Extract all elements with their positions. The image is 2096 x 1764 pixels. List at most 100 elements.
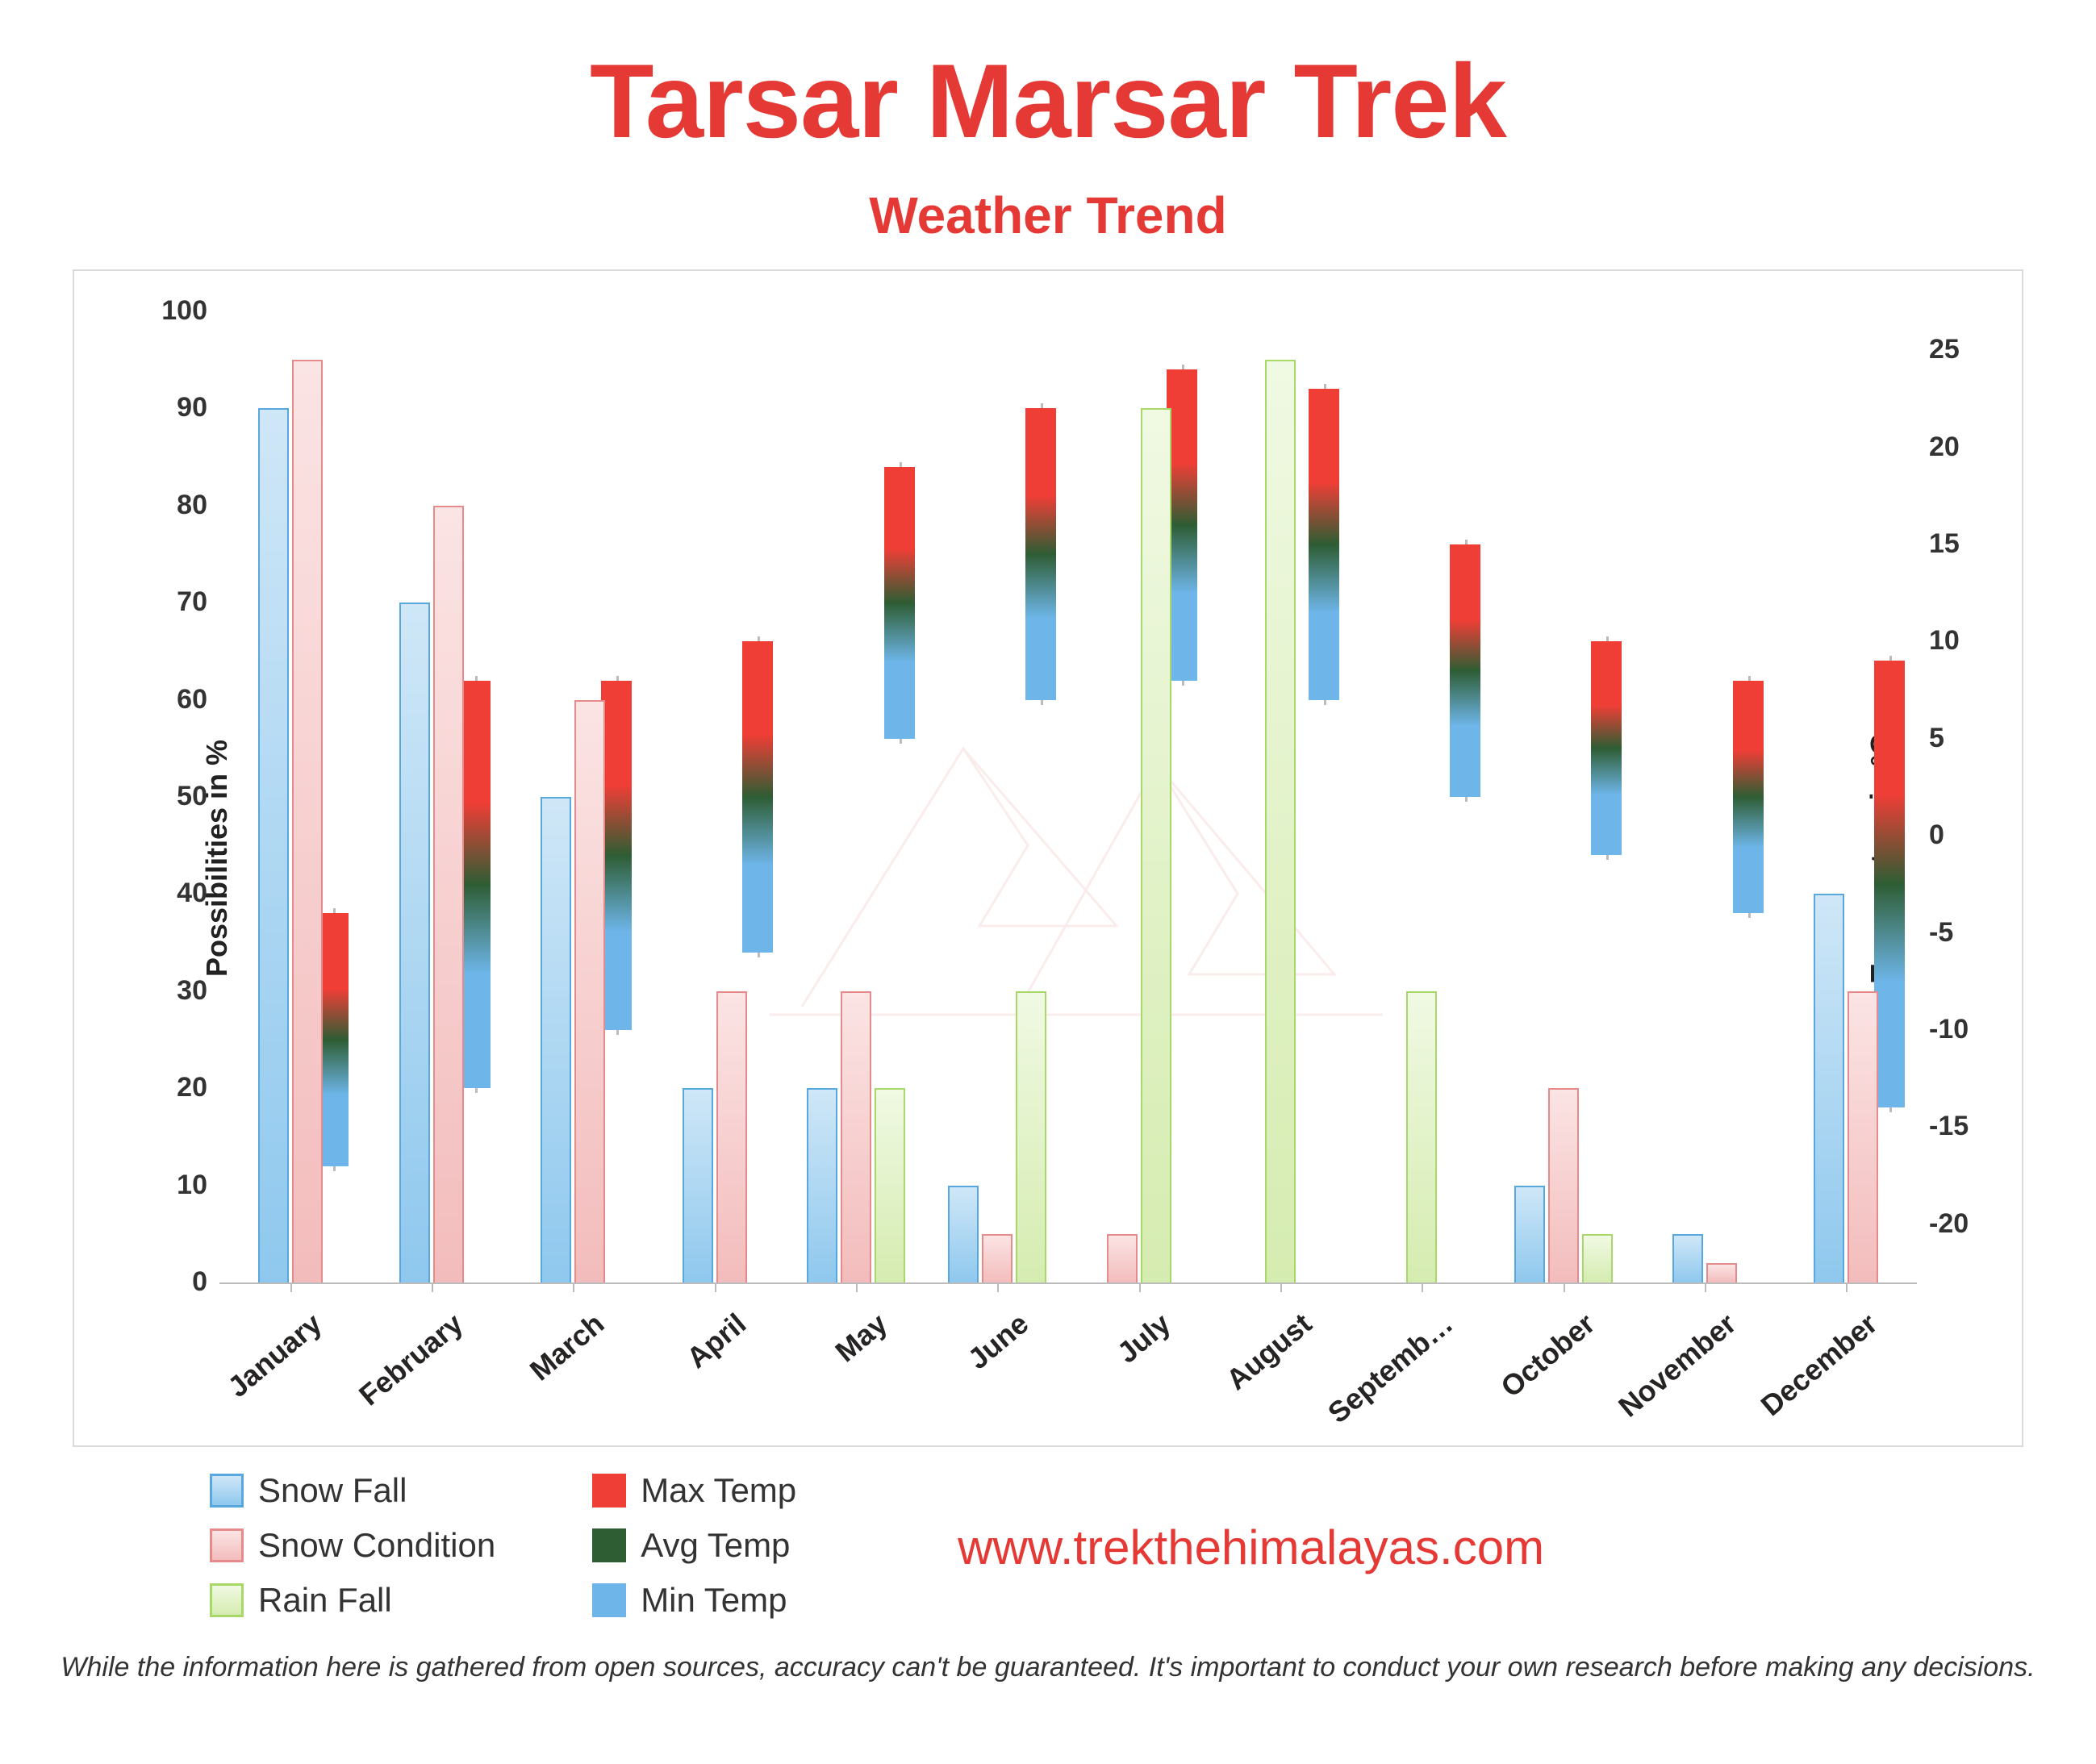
legend-item-snowfall: Snow Fall [210, 1471, 495, 1510]
y-tick-left: 0 [151, 1266, 207, 1298]
y-tick-right: -10 [1929, 1014, 1985, 1045]
legend-item-avg: Avg Temp [592, 1526, 796, 1565]
month-label: June [878, 1307, 1036, 1447]
month-label: November [1585, 1307, 1743, 1447]
legend-item-rainfall: Rain Fall [210, 1581, 495, 1620]
month-group [1351, 991, 1493, 1282]
month-group [927, 991, 1068, 1282]
snowcond-bar [292, 360, 323, 1282]
y-tick-left: 90 [151, 392, 207, 423]
x-tick [856, 1282, 858, 1292]
snowcond-bar [433, 506, 464, 1282]
legend-swatch [592, 1474, 626, 1508]
month-group [503, 700, 644, 1282]
y-tick-left: 100 [151, 295, 207, 327]
month-label: March [453, 1307, 612, 1447]
website-url: www.trekthehimalayas.com [958, 1520, 1544, 1575]
legend-label: Max Temp [641, 1471, 796, 1510]
chart-container: Possibilities in % Temperature in °C 010… [73, 269, 2023, 1447]
y-tick-right: 15 [1929, 528, 1985, 560]
snowfall-bar [1514, 1186, 1545, 1282]
month-label: January [170, 1307, 328, 1447]
legend-label: Snow Condition [258, 1526, 495, 1565]
y-tick-right: -20 [1929, 1208, 1985, 1240]
rainfall-bar [1582, 1234, 1613, 1282]
rainfall-bar [1141, 408, 1171, 1282]
snowfall-bar [541, 797, 571, 1282]
temperature-range-bar [1591, 641, 1622, 855]
y-tick-right: 10 [1929, 625, 1985, 657]
snowfall-bar [1672, 1234, 1703, 1282]
snowcond-bar [1548, 1088, 1579, 1282]
legend-item-snowcond: Snow Condition [210, 1526, 495, 1565]
temperature-range-bar [1025, 408, 1056, 699]
legend-swatch [210, 1528, 244, 1562]
x-tick [1422, 1282, 1423, 1292]
temperature-range-bar [1450, 544, 1480, 797]
y-tick-left: 40 [151, 878, 207, 909]
month-label: February [311, 1307, 470, 1447]
legend-item-min: Min Temp [592, 1581, 796, 1620]
legend-swatch [210, 1583, 244, 1617]
rainfall-bar [1406, 991, 1437, 1282]
snowfall-bar [807, 1088, 837, 1282]
x-tick [1139, 1282, 1141, 1292]
temperature-range-bar [884, 467, 915, 739]
month-group [219, 360, 361, 1282]
month-group [1493, 1088, 1634, 1282]
page-subtitle: Weather Trend [32, 186, 2064, 245]
y-tick-right: 20 [1929, 432, 1985, 463]
y-tick-right: 5 [1929, 723, 1985, 754]
snowcond-bar [1107, 1234, 1138, 1282]
disclaimer-text: While the information here is gathered f… [32, 1652, 2064, 1683]
legend-label: Avg Temp [641, 1526, 790, 1565]
page-title: Tarsar Marsar Trek [32, 40, 2064, 161]
month-label: Septemb… [1302, 1307, 1460, 1447]
snowcond-bar [841, 991, 871, 1282]
legend-label: Snow Fall [258, 1471, 407, 1510]
month-group [361, 506, 502, 1282]
temperature-range-bar [742, 641, 773, 952]
y-tick-right: 25 [1929, 334, 1985, 365]
y-tick-left: 60 [151, 684, 207, 715]
y-tick-right: -5 [1929, 917, 1985, 949]
snowcond-bar [1706, 1263, 1737, 1282]
legend-label: Rain Fall [258, 1581, 392, 1620]
x-tick [573, 1282, 574, 1292]
snowfall-bar [399, 603, 430, 1282]
y-tick-left: 10 [151, 1170, 207, 1201]
month-group [644, 991, 785, 1282]
x-tick [1564, 1282, 1565, 1292]
snowfall-bar [258, 408, 289, 1282]
snowcond-bar [574, 700, 605, 1282]
y-tick-left: 80 [151, 490, 207, 521]
month-label: April [595, 1307, 753, 1447]
x-tick [290, 1282, 292, 1292]
x-tick [715, 1282, 716, 1292]
y-tick-right: -15 [1929, 1111, 1985, 1142]
month-group [1634, 1234, 1775, 1282]
plot-area: 0102030405060708090100-20-15-10-50510152… [219, 311, 1917, 1284]
month-group [1209, 360, 1351, 1282]
temperature-range-bar [1733, 681, 1764, 914]
legend-column-temps: Max Temp Avg Temp Min Temp [592, 1471, 796, 1620]
legend-swatch [592, 1583, 626, 1617]
y-tick-left: 20 [151, 1072, 207, 1103]
x-tick [997, 1282, 999, 1292]
legend: Snow Fall Snow Condition Rain Fall Max Tem… [210, 1471, 2015, 1620]
snowfall-bar [1814, 894, 1844, 1282]
rainfall-bar [1265, 360, 1296, 1282]
month-label: July [1019, 1307, 1177, 1447]
month-group [1068, 408, 1209, 1282]
snowcond-bar [982, 1234, 1013, 1282]
y-tick-left: 70 [151, 586, 207, 618]
y-tick-left: 30 [151, 975, 207, 1007]
snowfall-bar [683, 1088, 713, 1282]
rainfall-bar [875, 1088, 905, 1282]
legend-item-max: Max Temp [592, 1471, 796, 1510]
y-tick-right: 0 [1929, 819, 1985, 851]
month-label: December [1726, 1307, 1885, 1447]
snowcond-bar [1848, 991, 1878, 1282]
month-group [1776, 894, 1917, 1282]
legend-swatch [210, 1474, 244, 1508]
